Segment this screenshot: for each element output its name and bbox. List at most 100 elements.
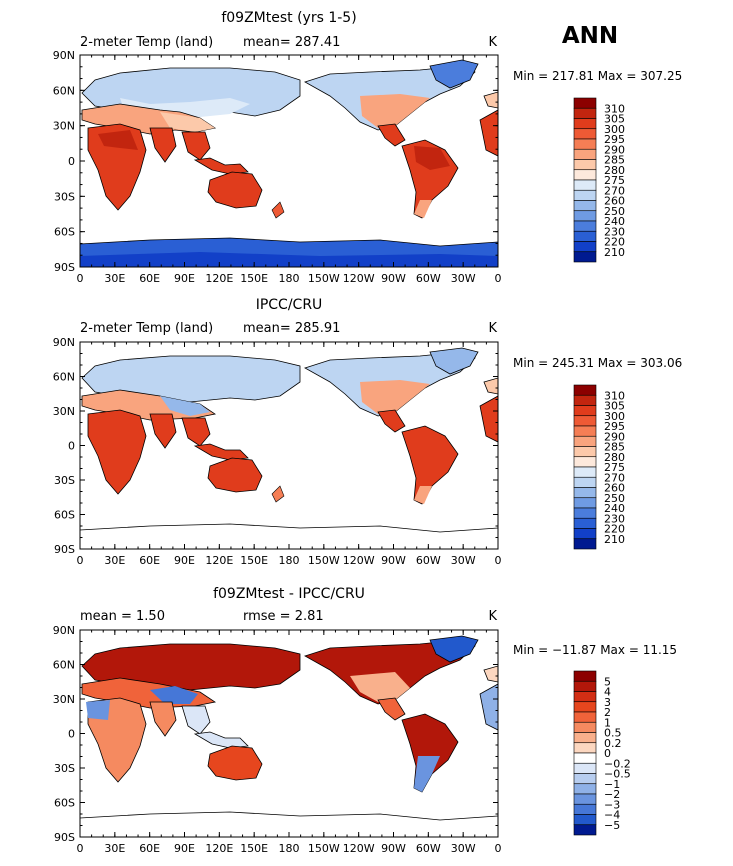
colorbar-swatch xyxy=(573,128,597,140)
colorbar-label: 290 xyxy=(604,430,625,443)
colorbar-swatch xyxy=(573,538,597,550)
season-title: ANN xyxy=(562,23,618,49)
lon-tick-label: 180 xyxy=(279,272,300,285)
colorbar-swatch xyxy=(573,189,597,201)
lon-tick-label: 0 xyxy=(495,272,502,285)
colorbar-swatch xyxy=(573,107,597,119)
lon-tick-label: 90E xyxy=(174,842,195,855)
lon-tick-label: 120E xyxy=(205,842,233,855)
lat-tick-label: 30S xyxy=(54,762,75,775)
colorbar-swatch xyxy=(573,711,597,723)
lon-tick-label: 30E xyxy=(104,272,125,285)
colorbar-label: 280 xyxy=(604,164,625,177)
colorbar-swatch xyxy=(573,169,597,181)
panel-minmax: Min = 245.31 Max = 303.06 xyxy=(513,356,682,370)
lat-tick-label: 30N xyxy=(53,405,75,418)
lat-tick-label: 30N xyxy=(53,693,75,706)
lon-tick-label: 0 xyxy=(495,554,502,567)
lon-tick-label: 0 xyxy=(77,272,84,285)
colorbar-swatch xyxy=(573,118,597,130)
colorbar-swatch xyxy=(573,241,597,253)
colorbar-label: −1 xyxy=(604,778,620,791)
colorbar-label: 0 xyxy=(604,747,611,760)
lon-tick-label: 0 xyxy=(495,842,502,855)
axis-ticks xyxy=(79,629,499,838)
lat-tick-label: 30N xyxy=(53,120,75,133)
colorbar-swatch xyxy=(573,251,597,263)
lon-tick-label: 120E xyxy=(205,554,233,567)
lon-tick-label: 150W xyxy=(308,272,340,285)
colorbar-swatch xyxy=(573,814,597,826)
lat-tick-label: 60N xyxy=(53,371,75,384)
colorbar-label: 1 xyxy=(604,716,611,729)
colorbar-label: 5 xyxy=(604,675,611,688)
colorbar-label: 210 xyxy=(604,246,625,259)
colorbar-label: 290 xyxy=(604,143,625,156)
lon-tick-label: 60E xyxy=(139,272,160,285)
colorbar-swatch xyxy=(573,783,597,795)
panel-left-label: 2-meter Temp (land) xyxy=(80,35,213,50)
panel-units: K xyxy=(488,35,497,50)
lon-tick-label: 90W xyxy=(381,272,406,285)
lat-tick-label: 90N xyxy=(53,336,75,349)
lon-tick-label: 150W xyxy=(308,842,340,855)
colorbar-swatch xyxy=(573,701,597,713)
colorbar-swatch xyxy=(573,415,597,427)
lat-tick-label: 60N xyxy=(53,84,75,97)
map-field xyxy=(80,635,498,821)
colorbar-swatch xyxy=(573,773,597,785)
colorbar-swatch xyxy=(573,721,597,733)
lon-tick-label: 60W xyxy=(416,272,441,285)
axis-ticks xyxy=(79,341,499,550)
colorbar-label: 240 xyxy=(604,215,625,228)
colorbar-swatch xyxy=(573,210,597,222)
lon-tick-label: 120E xyxy=(205,272,233,285)
lon-tick-label: 150E xyxy=(240,554,268,567)
panel-units: K xyxy=(488,609,497,624)
lon-tick-label: 120W xyxy=(343,554,375,567)
colorbar-swatch xyxy=(573,425,597,437)
colorbar-label: 300 xyxy=(604,123,625,136)
colorbar-swatch xyxy=(573,405,597,417)
colorbar-label: 230 xyxy=(604,512,625,525)
lon-tick-label: 120W xyxy=(343,842,375,855)
lat-tick-label: 0 xyxy=(68,728,75,741)
lon-tick-label: 60W xyxy=(416,842,441,855)
lat-tick-label: 60S xyxy=(54,226,75,239)
lon-tick-label: 90W xyxy=(381,554,406,567)
colorbar-label: 3 xyxy=(604,696,611,709)
colorbar-swatch xyxy=(573,230,597,242)
colorbar-swatch xyxy=(573,476,597,488)
map-field xyxy=(80,347,498,533)
lat-tick-label: 60S xyxy=(54,797,75,810)
lon-tick-label: 90E xyxy=(174,554,195,567)
colorbar-swatch xyxy=(573,670,597,682)
map-field xyxy=(80,59,498,267)
panel-left-label: 2-meter Temp (land) xyxy=(80,321,213,336)
colorbar-label: 2 xyxy=(604,706,611,719)
colorbar-label: 0.2 xyxy=(604,737,622,750)
colorbar-label: 250 xyxy=(604,492,625,505)
colorbar-swatch xyxy=(573,691,597,703)
colorbar-label: 260 xyxy=(604,195,625,208)
colorbar-label: −4 xyxy=(604,809,620,822)
colorbar-swatch xyxy=(573,742,597,754)
lon-tick-label: 0 xyxy=(77,842,84,855)
colorbar-swatch xyxy=(573,793,597,805)
panel-title: IPCC/CRU xyxy=(256,297,323,313)
colorbar-label: 285 xyxy=(604,154,625,167)
colorbar-swatch xyxy=(573,528,597,540)
lon-tick-label: 60E xyxy=(139,554,160,567)
panel-center-label: mean= 287.41 xyxy=(243,35,340,50)
colorbar-label: 230 xyxy=(604,225,625,238)
panel-title: f09ZMtest (yrs 1-5) xyxy=(221,10,356,26)
colorbar-label: 250 xyxy=(604,205,625,218)
colorbar-label: 270 xyxy=(604,184,625,197)
colorbar-swatch xyxy=(573,435,597,447)
lat-tick-label: 90S xyxy=(54,543,75,556)
lon-tick-label: 30E xyxy=(104,842,125,855)
colorbar-swatch xyxy=(573,752,597,764)
colorbar-label: 0.5 xyxy=(604,727,622,740)
colorbar-label: 220 xyxy=(604,236,625,249)
colorbar-swatch xyxy=(573,466,597,478)
